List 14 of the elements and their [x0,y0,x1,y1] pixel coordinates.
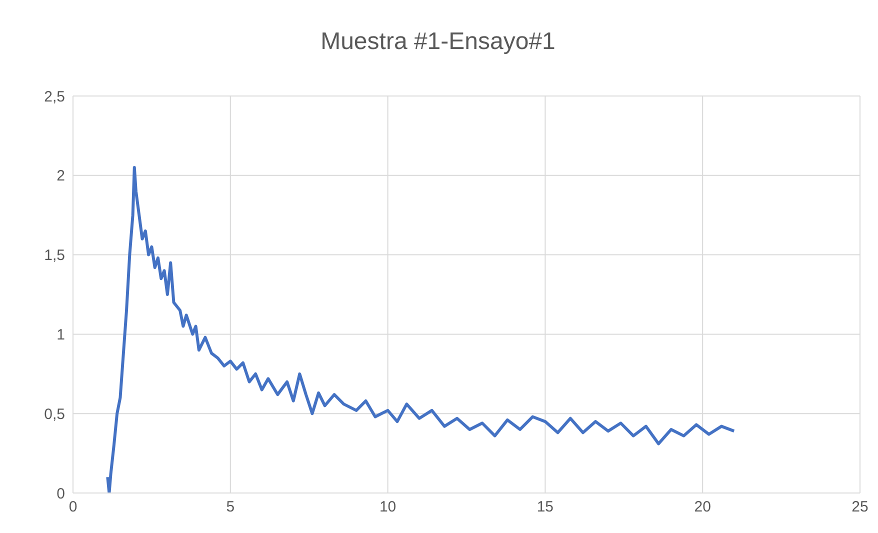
y-tick-label: 1 [56,326,65,344]
x-tick-label: 20 [694,498,711,516]
y-tick-label: 1,5 [44,247,65,264]
y-tick-label: 0 [56,485,65,502]
y-tick-label: 2 [56,168,65,185]
line-series [106,166,736,493]
x-tick-label: 5 [226,498,235,516]
x-tick-label: 15 [536,498,554,516]
chart-title: Muestra #1-Ensayo#1 [320,27,556,57]
x-tick-label: 25 [852,498,868,516]
x-tick-label: 10 [379,498,396,516]
x-tick-label: 0 [68,498,78,516]
y-tick-label: 2,5 [44,88,65,106]
y-tick-label: 0,5 [44,406,65,423]
